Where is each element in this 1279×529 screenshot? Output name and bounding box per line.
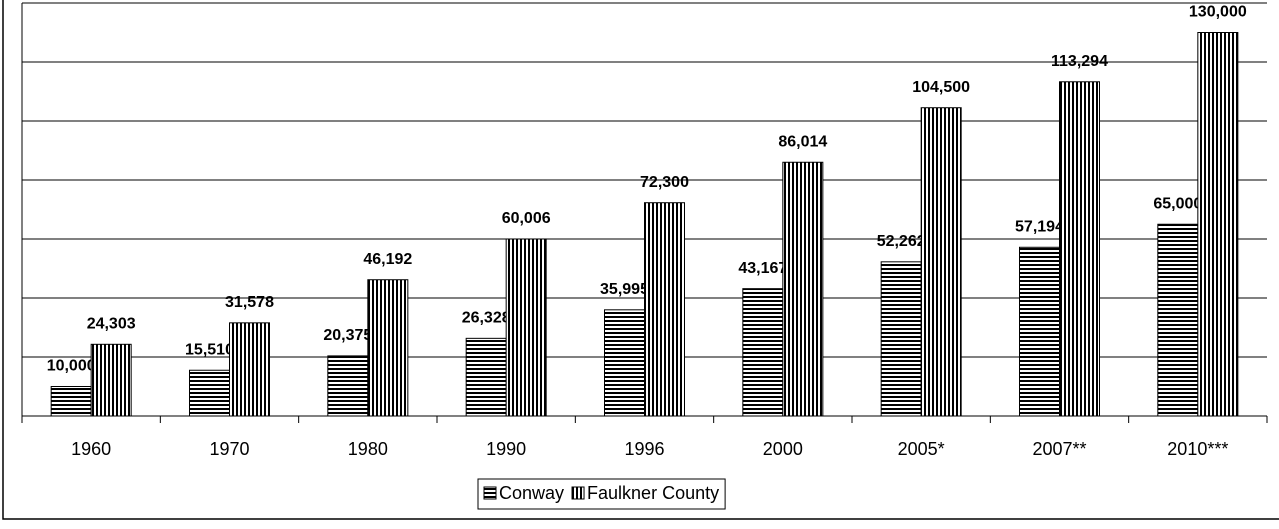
bar — [1197, 32, 1239, 417]
value-label: 130,000 — [1189, 4, 1247, 21]
value-label: 72,300 — [640, 174, 689, 191]
x-tick-label: 2000 — [763, 439, 803, 459]
value-label: 52,262 — [877, 233, 926, 250]
legend-label: Faulkner County — [587, 483, 719, 503]
bar — [367, 279, 409, 417]
bar — [465, 337, 507, 417]
bar — [189, 369, 230, 417]
value-label: 31,578 — [225, 294, 274, 311]
value-label: 26,328 — [462, 310, 511, 327]
x-tick-label: 1970 — [209, 439, 249, 459]
x-tick-label: 2010*** — [1167, 439, 1228, 459]
bar — [920, 107, 962, 417]
value-label: 57,194 — [1015, 218, 1064, 235]
legend-swatch — [483, 486, 497, 500]
legend-swatch — [571, 486, 585, 500]
value-label: 60,006 — [502, 210, 551, 227]
bar — [90, 343, 132, 417]
x-tick-label: 2005* — [898, 439, 945, 459]
legend-box — [477, 478, 726, 510]
bar — [604, 309, 645, 417]
bar — [1157, 223, 1199, 417]
legend-label: Conway — [499, 483, 564, 503]
bar — [644, 202, 685, 417]
value-label: 20,375 — [323, 327, 372, 344]
x-tick-label: 2007** — [1032, 439, 1086, 459]
x-tick-label: 1990 — [486, 439, 526, 459]
x-tick-label: 1960 — [71, 439, 111, 459]
value-label: 104,500 — [912, 79, 970, 96]
bar — [742, 288, 784, 417]
bar — [1059, 81, 1100, 417]
value-label: 35,995 — [600, 281, 649, 298]
bar — [505, 238, 547, 417]
value-label: 65,000 — [1153, 195, 1202, 212]
bar — [327, 355, 369, 417]
value-label: 24,303 — [87, 316, 136, 333]
x-tick-label: 1996 — [624, 439, 664, 459]
value-label: 113,294 — [1051, 53, 1108, 70]
value-label: 43,167 — [738, 260, 787, 277]
bar — [229, 322, 270, 417]
value-label: 15,510 — [185, 341, 234, 358]
bar — [880, 261, 922, 417]
value-label: 86,014 — [778, 133, 827, 150]
x-tick-label: 1980 — [348, 439, 388, 459]
bar — [1019, 246, 1060, 417]
bar — [782, 161, 824, 417]
bar — [50, 386, 92, 417]
value-label: 10,000 — [47, 358, 96, 375]
value-label: 46,192 — [363, 251, 412, 268]
